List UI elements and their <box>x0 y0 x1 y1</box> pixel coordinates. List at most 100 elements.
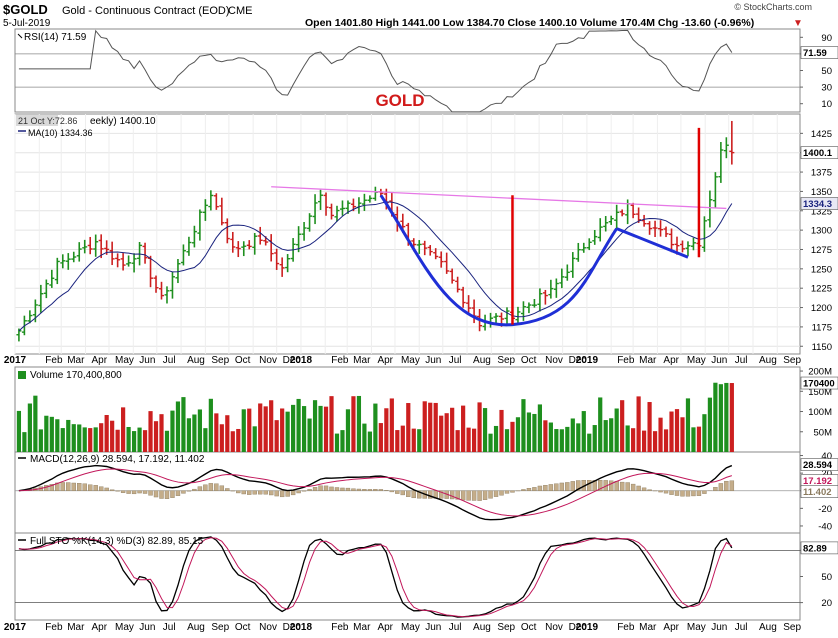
macd-histogram-bar <box>77 483 81 491</box>
volume-bar <box>576 423 580 452</box>
month-label: Aug <box>473 355 491 366</box>
macd-histogram-bar <box>94 485 98 490</box>
macd-histogram-bar <box>132 491 136 494</box>
volume-bar <box>280 408 284 452</box>
volume-bar <box>395 430 399 452</box>
volume-bar <box>126 427 130 452</box>
macd-histogram-bar <box>637 486 641 491</box>
macd-histogram-bar <box>379 489 383 490</box>
sto-panel <box>15 537 800 617</box>
volume-bar <box>642 431 646 452</box>
instrument-name: Gold - Continuous Contract (EOD) <box>62 5 230 17</box>
volume-bar <box>724 383 728 452</box>
volume-bar <box>423 401 427 452</box>
volume-bar <box>132 431 136 452</box>
volume-bar <box>357 396 361 452</box>
month-label-bottom: 2017 <box>4 622 27 633</box>
month-label-bottom: Apr <box>377 622 393 633</box>
month-label-bottom: Sep <box>211 622 229 633</box>
brand: © StockCharts.com <box>734 2 812 12</box>
rsi-label: RSI(14) 71.59 <box>24 32 87 43</box>
month-label: Jun <box>711 355 727 366</box>
macd-histogram-bar <box>406 491 410 497</box>
macd-histogram-bar <box>165 491 169 499</box>
volume-bar <box>143 430 147 452</box>
macd-histogram-bar <box>642 488 646 491</box>
volume-bar <box>203 428 207 452</box>
month-label: May <box>687 355 706 366</box>
macd-histogram-bar <box>659 491 663 492</box>
macd-histogram-bar <box>116 491 120 492</box>
volume-bar <box>664 429 668 452</box>
volume-bar <box>631 428 635 452</box>
month-label: Jun <box>139 355 155 366</box>
macd-histogram-bar <box>565 482 569 490</box>
macd-histogram-bar <box>291 491 295 495</box>
macd-histogram-bar <box>340 488 344 491</box>
macd-histogram-bar <box>203 485 207 491</box>
macd-histogram-bar <box>472 491 476 501</box>
volume-bar <box>159 414 163 452</box>
macd-histogram-bar <box>450 491 454 499</box>
month-label: May <box>401 355 420 366</box>
macd-histogram-bar <box>181 491 185 494</box>
volume-bar <box>554 429 558 452</box>
volume-bar <box>247 409 251 452</box>
macd-histogram-bar <box>719 483 723 490</box>
macd-histogram-bar <box>494 491 498 497</box>
macd-histogram-bar <box>401 491 405 495</box>
month-label-bottom: Mar <box>639 622 657 633</box>
macd-histogram-bar <box>351 489 355 491</box>
macd-histogram-bar <box>269 491 273 495</box>
rsi-tick-label: 90 <box>821 33 832 44</box>
volume-bar <box>83 427 87 452</box>
volume-bar <box>110 421 114 452</box>
volume-bar <box>527 412 531 452</box>
volume-bar <box>488 434 492 452</box>
macd-histogram-bar <box>395 491 399 494</box>
macd-histogram-bar <box>532 487 536 490</box>
month-label-bottom: May <box>115 622 134 633</box>
macd-histogram-bar <box>308 489 312 490</box>
volume-bar <box>264 406 268 452</box>
volume-bar <box>467 428 471 452</box>
month-label-bottom: Aug <box>473 622 491 633</box>
volume-bar <box>499 410 503 452</box>
price-tick-label: 1250 <box>811 264 832 275</box>
month-label-bottom: 2018 <box>290 622 313 633</box>
price-tick-label: 1200 <box>811 303 832 314</box>
volume-bar <box>702 414 706 452</box>
macd-histogram-bar <box>686 491 690 497</box>
volume-tick-label: 200M <box>808 367 832 378</box>
volume-bar <box>253 426 257 452</box>
volume-bar <box>604 420 608 452</box>
symbol: $GOLD <box>3 2 48 17</box>
volume-bar <box>307 419 311 452</box>
macd-histogram-bar <box>521 489 525 490</box>
volume-bar <box>571 418 575 452</box>
volume-bar <box>406 403 410 452</box>
volume-legend-swatch <box>18 371 26 379</box>
volume-bar <box>50 417 54 452</box>
price-tick-label: 1175 <box>812 322 832 333</box>
month-label: Oct <box>235 355 251 366</box>
ohlc-readout: Open 1401.80 High 1441.00 Low 1384.70 Cl… <box>305 17 754 29</box>
month-label-bottom: Apr <box>92 622 108 633</box>
volume-bar <box>88 428 92 452</box>
volume-bar <box>483 408 487 452</box>
volume-bar <box>538 404 542 452</box>
volume-bar <box>450 408 454 452</box>
pattern-annotations <box>271 128 726 325</box>
volume-bar <box>379 423 383 452</box>
macd-histogram-bar <box>253 491 257 494</box>
macd-histogram-bar <box>225 488 229 490</box>
volume-bar <box>609 418 613 452</box>
month-label: Apr <box>663 355 679 366</box>
macd-histogram-bar <box>571 481 575 490</box>
volume-bar <box>669 412 673 452</box>
month-label-bottom: Feb <box>45 622 63 633</box>
volume-bar <box>543 420 547 452</box>
macd-histogram-bar <box>538 486 542 491</box>
volume-bar <box>302 406 306 452</box>
volume-bar <box>33 396 37 452</box>
